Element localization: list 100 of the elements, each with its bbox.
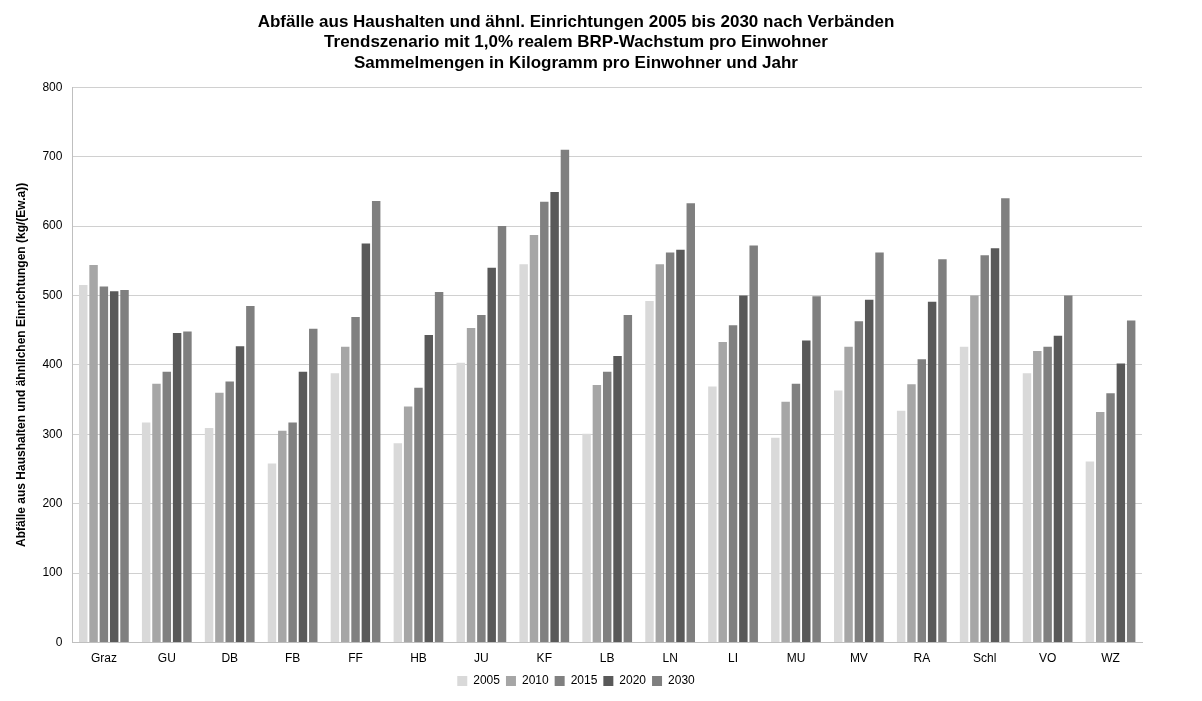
y-tick-label: 800 <box>42 79 63 94</box>
x-tick-label: DB <box>221 651 239 666</box>
x-tick-label: LB <box>599 651 615 666</box>
bar <box>172 332 182 643</box>
bar <box>414 387 423 643</box>
bar <box>781 401 790 643</box>
y-tick-label: 600 <box>42 218 63 233</box>
x-tick-label: JU <box>474 651 489 666</box>
bar <box>109 291 119 643</box>
y-tick-label: 400 <box>42 357 63 372</box>
bar <box>560 149 570 643</box>
legend-label: 2005 <box>473 673 501 688</box>
bar <box>1033 351 1042 643</box>
bar <box>351 317 360 643</box>
bar <box>990 248 1000 643</box>
text: Abfälle aus Haushalten und ähnl. Einrichtungen 2005 bis 2030 nach Verbänden <box>257 11 895 31</box>
x-tick-label: FF <box>348 651 363 666</box>
bar <box>89 264 98 643</box>
bar <box>917 359 927 643</box>
bar <box>309 328 318 643</box>
bar <box>676 249 685 643</box>
text: Trendszenario mit 1,0% realem BRP-Wachstum pro Einwohner <box>324 32 828 52</box>
bar <box>288 422 297 643</box>
text: Sammelmengen in Kilogramm pro Einwohner und Jahr <box>354 52 798 72</box>
bar <box>602 371 612 643</box>
bar <box>854 321 864 643</box>
y-tick-label: 200 <box>42 496 63 511</box>
bar <box>278 430 287 643</box>
bar <box>403 406 413 643</box>
bar <box>1064 295 1073 643</box>
x-tick-label: MV <box>849 651 868 666</box>
bar <box>739 295 748 643</box>
bar <box>1116 363 1126 643</box>
y-tick-label: 500 <box>42 287 63 302</box>
bar <box>1126 320 1136 643</box>
legend-label: 2015 <box>570 673 598 688</box>
y-tick-label: 0 <box>55 634 63 649</box>
bar <box>791 383 801 643</box>
bar <box>183 331 192 643</box>
bar <box>152 383 161 643</box>
bar <box>246 305 255 643</box>
bar <box>497 226 507 643</box>
x-tick-label: HB <box>410 651 427 666</box>
legend-label: 2010 <box>521 673 549 688</box>
x-tick-label: VO <box>1038 651 1057 666</box>
x-tick-label: Schl <box>973 651 997 666</box>
x-tick-label: WZ <box>1101 651 1120 666</box>
x-tick-label: FB <box>284 651 301 666</box>
x-tick-label: Graz <box>90 651 117 666</box>
y-tick-label: 100 <box>42 565 63 580</box>
bar <box>215 392 224 643</box>
bar <box>864 299 874 643</box>
y-axis-title: Abfälle aus Haushalten und ähnlichen Einrichtungen (kg/(Ew.a)) <box>13 182 28 548</box>
bar <box>592 385 602 643</box>
legend-label: 2020 <box>619 673 647 688</box>
bar <box>728 325 738 643</box>
bar <box>613 355 622 643</box>
bar <box>298 371 308 643</box>
x-tick-label: RA <box>913 651 931 666</box>
bar <box>938 259 947 643</box>
x-tick-label: LN <box>662 651 678 666</box>
bar <box>341 346 350 643</box>
bar <box>371 201 381 643</box>
bar <box>477 314 486 643</box>
bar <box>361 243 371 643</box>
bar <box>970 295 979 643</box>
x-tick-label: LI <box>728 651 739 666</box>
bar <box>980 255 989 643</box>
bar <box>623 314 633 643</box>
bar <box>812 296 821 643</box>
bar <box>1095 412 1105 643</box>
bar <box>487 267 496 643</box>
bar <box>466 328 476 643</box>
bar <box>1106 393 1115 643</box>
y-tick-label: 300 <box>42 426 63 441</box>
bar <box>844 346 853 643</box>
bar <box>802 340 811 643</box>
bar <box>686 203 695 643</box>
bar <box>225 381 234 643</box>
bar <box>1001 198 1010 643</box>
x-tick-label: GU <box>157 651 176 666</box>
bar <box>665 252 675 643</box>
bar <box>749 245 758 643</box>
bar <box>875 252 884 643</box>
bar <box>718 341 727 643</box>
bar <box>907 384 916 643</box>
x-tick-label: MU <box>786 651 806 666</box>
bar <box>927 301 937 643</box>
x-tick-label: KF <box>536 651 552 666</box>
bar <box>235 346 245 643</box>
bar <box>540 201 549 643</box>
bar <box>550 192 559 643</box>
y-tick-label: 700 <box>42 148 63 163</box>
bar <box>1043 346 1052 643</box>
bar <box>1053 335 1063 643</box>
bar <box>424 335 434 643</box>
legend-label: 2030 <box>668 673 696 688</box>
bar <box>120 289 129 643</box>
bar <box>529 235 539 643</box>
bar <box>655 264 665 643</box>
